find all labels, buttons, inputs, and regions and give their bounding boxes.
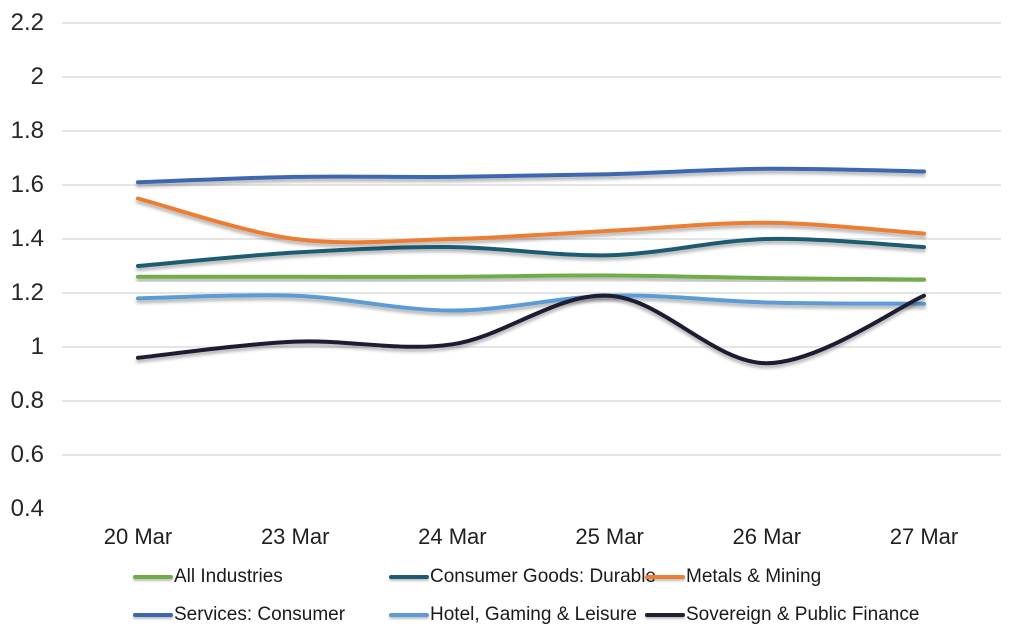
y-tick-label: 0.4: [10, 495, 44, 522]
legend-label: Services: Consumer: [174, 604, 346, 625]
y-tick-label: 2: [30, 63, 44, 90]
x-tick-label: 27 Mar: [889, 524, 959, 549]
y-tick-label: 1.8: [10, 117, 44, 144]
x-tick-label: 25 Mar: [575, 524, 644, 549]
x-tick-label: 20 Mar: [103, 524, 173, 549]
y-tick-label: 1.4: [10, 225, 44, 252]
series-line-sovereign-public-finance: [136, 293, 926, 366]
legend-item-consumer-goods-durable: Consumer Goods: Durable: [389, 563, 656, 591]
y-tick-label: 0.8: [10, 387, 44, 414]
chart-legend: All Industries Consumer Goods: Durable Met…: [133, 563, 993, 629]
legend-label: Sovereign & Public Finance: [686, 604, 920, 625]
legend-item-hotel-gaming-leisure: Hotel, Gaming & Leisure: [389, 601, 645, 629]
x-tick-label: 24 Mar: [418, 524, 487, 549]
series-line-all-industries: [136, 273, 926, 282]
legend-label: All Industries: [174, 566, 283, 587]
legend-line-swatch-icon: [133, 574, 173, 580]
legend-label: Consumer Goods: Durable: [430, 566, 656, 587]
legend-item-all-industries: All Industries: [133, 563, 389, 591]
legend-item-metals-mining: Metals & Mining: [645, 563, 965, 591]
x-axis: 20 Mar 23 Mar 24 Mar 25 Mar 26 Mar 27 Mar: [103, 524, 959, 549]
legend-line-swatch-icon: [645, 574, 685, 580]
x-tick-label: 23 Mar: [260, 524, 330, 549]
series-line-consumer-goods-durable: [136, 236, 926, 268]
y-tick-label: 1.2: [10, 279, 44, 306]
legend-item-services-consumer: Services: Consumer: [133, 601, 389, 629]
legend-label: Metals & Mining: [686, 566, 822, 587]
y-tick-label: 2.2: [10, 9, 44, 36]
y-axis: 2.2 2 1.8 1.6 1.4 1.2 1 0.8 0.6 0.4: [0, 0, 46, 560]
y-tick-label: 0.6: [10, 441, 44, 468]
legend-line-swatch-icon: [645, 612, 685, 618]
x-tick-label: 26 Mar: [732, 524, 802, 549]
series-line-hotel-gaming-leisure: [136, 293, 926, 313]
series-line-services-consumer: [136, 166, 926, 185]
y-tick-label: 1.6: [10, 171, 44, 198]
legend-label: Hotel, Gaming & Leisure: [430, 604, 637, 625]
legend-line-swatch-icon: [389, 612, 429, 618]
legend-line-swatch-icon: [133, 612, 173, 618]
legend-item-sovereign-public-finance: Sovereign & Public Finance: [645, 601, 965, 629]
series-line-metals-mining: [136, 196, 926, 245]
y-tick-label: 1: [30, 333, 44, 360]
series-lines: [136, 166, 926, 366]
legend-line-swatch-icon: [389, 574, 429, 580]
